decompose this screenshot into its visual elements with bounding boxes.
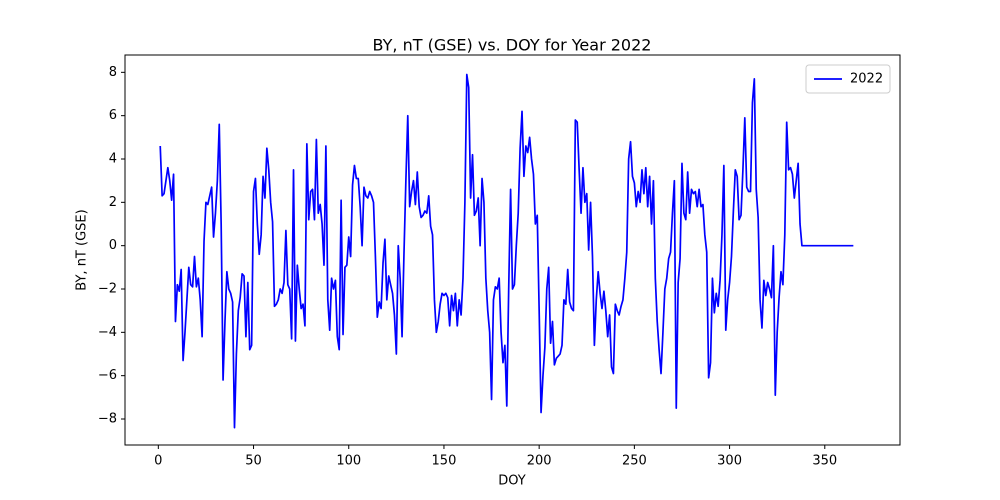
x-tick-label: 200 (527, 454, 552, 469)
y-tick-label: 0 (109, 238, 117, 253)
chart-title: BY, nT (GSE) vs. DOY for Year 2022 (373, 36, 652, 55)
x-tick-label: 150 (432, 454, 457, 469)
y-tick-label: −2 (98, 282, 117, 297)
legend-label: 2022 (850, 72, 883, 87)
data-line (159, 73, 854, 429)
y-axis-label: BY, nT (GSE) (75, 209, 90, 290)
y-tick-label: −6 (98, 368, 117, 383)
x-tick-label: 0 (154, 454, 162, 469)
y-tick-label: 4 (109, 152, 117, 167)
x-tick-label: 250 (622, 454, 647, 469)
legend-box (805, 64, 891, 94)
x-tick-label: 50 (245, 454, 262, 469)
x-tick-label: 100 (336, 454, 361, 469)
y-tick-label: −8 (98, 412, 117, 427)
y-tick-label: −4 (98, 325, 117, 340)
x-axis-label: DOY (498, 474, 526, 489)
plot-frame (124, 54, 901, 446)
y-tick-label: 2 (109, 195, 117, 210)
y-tick-label: 6 (109, 108, 117, 123)
x-tick-label: 350 (812, 454, 837, 469)
x-tick-label: 300 (717, 454, 742, 469)
y-tick-label: 8 (109, 65, 117, 80)
